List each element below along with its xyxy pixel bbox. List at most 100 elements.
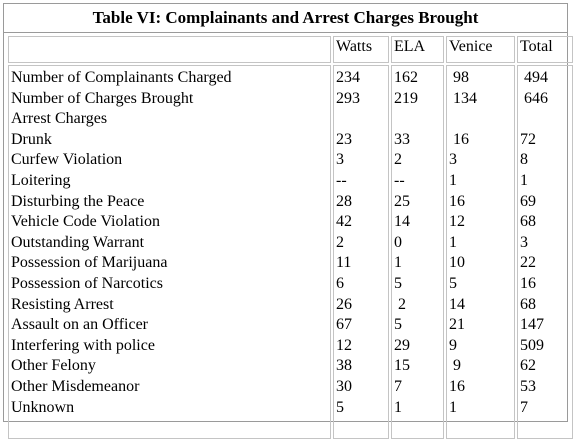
watts-value: 2 bbox=[336, 233, 344, 251]
column-header-watts: Watts bbox=[333, 36, 389, 63]
watts-value: 67 bbox=[336, 316, 352, 334]
ela-value: 14 bbox=[394, 213, 410, 231]
row-label: Loitering bbox=[11, 171, 71, 189]
labels-column: Number of Complainants Charged Number of … bbox=[8, 65, 331, 439]
total-value: 509 bbox=[520, 336, 544, 354]
venice-value: 14 bbox=[449, 295, 465, 313]
watts-value: 30 bbox=[336, 377, 352, 395]
venice-value: 16 bbox=[449, 377, 465, 395]
venice-value: 10 bbox=[449, 254, 465, 272]
venice-column: 98 134 16 3 1 16 12 1 10 5 14 21 9 9 16 1 bbox=[446, 65, 515, 439]
watts-column: 234 293 23 3 -- 28 42 2 11 6 26 67 12 38 30 5 bbox=[333, 65, 389, 439]
ela-value: 162 bbox=[394, 69, 418, 86]
watts-value: 12 bbox=[336, 336, 352, 354]
row-label: Other Misdemeanor bbox=[11, 377, 140, 395]
watts-value: 6 bbox=[336, 274, 344, 292]
venice-value: 1 bbox=[449, 233, 457, 251]
venice-value: 12 bbox=[449, 213, 465, 231]
watts-value bbox=[336, 109, 386, 130]
watts-value: 5 bbox=[336, 398, 344, 416]
watts-value: 23 bbox=[336, 130, 352, 148]
total-value: 147 bbox=[520, 316, 544, 334]
total-value: 72 bbox=[520, 130, 536, 148]
total-value: 646 bbox=[520, 89, 548, 107]
total-column: 494 646 72 8 1 69 68 3 22 16 68 147 509 62 53 7 bbox=[517, 65, 573, 439]
ela-column: 162 219 33 2 -- 25 14 0 1 5 2 5 29 15 7 1 bbox=[391, 65, 444, 439]
ela-value: 7 bbox=[394, 377, 402, 395]
venice-value: 1 bbox=[449, 398, 457, 416]
total-value: 69 bbox=[520, 192, 536, 210]
ela-value: 5 bbox=[394, 274, 402, 292]
ela-value: 219 bbox=[394, 89, 418, 107]
row-label: Drunk bbox=[11, 130, 52, 148]
row-label: Assault on an Officer bbox=[11, 316, 148, 334]
venice-value: 1 bbox=[449, 171, 457, 189]
ela-value: 1 bbox=[394, 254, 402, 272]
ela-value: 15 bbox=[394, 357, 410, 375]
complainants-table: Watts ELA Venice Total Number of Complai… bbox=[6, 34, 575, 441]
row-label: Resisting Arrest bbox=[11, 295, 114, 313]
total-value: 7 bbox=[520, 398, 528, 416]
total-value: 53 bbox=[520, 377, 536, 395]
ela-value: 33 bbox=[394, 130, 410, 148]
watts-value: 26 bbox=[336, 295, 352, 313]
header-row: Watts ELA Venice Total bbox=[8, 36, 573, 63]
ela-value: 5 bbox=[394, 316, 402, 334]
total-value: 68 bbox=[520, 295, 536, 313]
watts-value: 234 bbox=[336, 69, 360, 86]
watts-value: 42 bbox=[336, 213, 352, 231]
watts-value: 11 bbox=[336, 254, 352, 272]
table-frame bbox=[3, 3, 568, 422]
column-header-ela: ELA bbox=[391, 36, 444, 63]
column-header-venice: Venice bbox=[446, 36, 515, 63]
total-value: 62 bbox=[520, 357, 536, 375]
total-value: 1 bbox=[520, 171, 528, 189]
venice-value: 16 bbox=[449, 130, 469, 148]
row-label: Arrest Charges bbox=[11, 110, 108, 128]
row-label: Other Felony bbox=[11, 357, 96, 375]
body-row: Number of Complainants Charged Number of … bbox=[8, 65, 573, 439]
ela-value: 29 bbox=[394, 336, 410, 354]
row-label: Number of Complainants Charged bbox=[11, 69, 232, 86]
row-label: Disturbing the Peace bbox=[11, 192, 145, 210]
venice-value: 5 bbox=[449, 274, 457, 292]
row-label: Possession of Marijuana bbox=[11, 254, 168, 272]
row-label: Vehicle Code Violation bbox=[11, 213, 160, 231]
venice-value: 21 bbox=[449, 316, 465, 334]
venice-value: 16 bbox=[449, 192, 465, 210]
venice-value: 98 bbox=[449, 69, 469, 86]
ela-value: 2 bbox=[394, 151, 402, 169]
total-value: 3 bbox=[520, 233, 528, 251]
watts-value: 3 bbox=[336, 151, 344, 169]
venice-value bbox=[449, 109, 512, 130]
row-label: Possession of Narcotics bbox=[11, 274, 163, 292]
total-value: 16 bbox=[520, 274, 536, 292]
total-value: 8 bbox=[520, 151, 528, 169]
watts-value: -- bbox=[336, 171, 347, 189]
watts-value: 293 bbox=[336, 89, 360, 107]
ela-value: 1 bbox=[394, 398, 402, 416]
ela-value: -- bbox=[394, 171, 405, 189]
row-label: Interfering with police bbox=[11, 336, 155, 354]
venice-value: 134 bbox=[449, 89, 477, 107]
total-value: 494 bbox=[520, 69, 548, 86]
row-label: Curfew Violation bbox=[11, 151, 123, 169]
ela-value: 0 bbox=[394, 233, 402, 251]
header-empty-cell bbox=[8, 36, 331, 63]
watts-value: 28 bbox=[336, 192, 352, 210]
watts-value: 38 bbox=[336, 357, 352, 375]
ela-value: 2 bbox=[394, 295, 406, 313]
column-header-total: Total bbox=[517, 36, 573, 63]
venice-value: 9 bbox=[449, 336, 457, 354]
total-value bbox=[520, 109, 570, 130]
venice-value: 9 bbox=[449, 357, 461, 375]
table-title: Table VI: Complainants and Arrest Charge… bbox=[3, 3, 568, 33]
total-value: 68 bbox=[520, 213, 536, 231]
ela-value bbox=[394, 109, 441, 130]
row-label: Number of Charges Brought bbox=[11, 89, 194, 107]
ela-value: 25 bbox=[394, 192, 410, 210]
total-value: 22 bbox=[520, 254, 536, 272]
row-label: Outstanding Warrant bbox=[11, 233, 145, 251]
row-label: Unknown bbox=[11, 398, 75, 416]
venice-value: 3 bbox=[449, 151, 457, 169]
